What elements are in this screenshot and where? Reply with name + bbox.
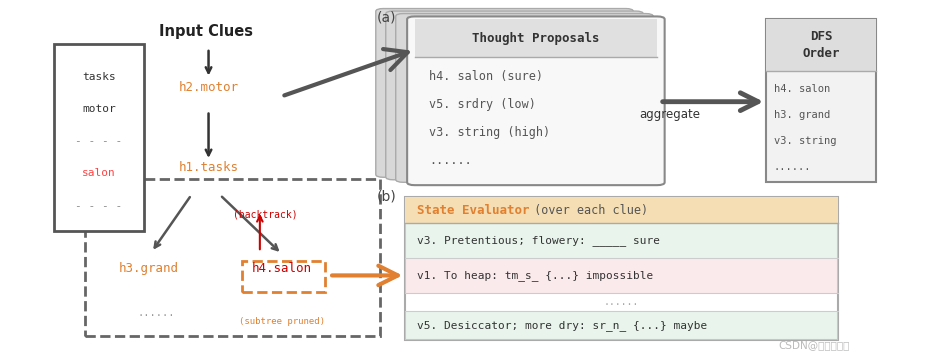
Text: Thought Proposals: Thought Proposals [471, 32, 599, 45]
Text: Input Clues: Input Clues [159, 24, 252, 39]
Text: aggregate: aggregate [638, 108, 699, 121]
Text: CSDN@江小皮不皮: CSDN@江小皮不皮 [778, 340, 848, 350]
FancyBboxPatch shape [386, 11, 643, 180]
Text: (b): (b) [376, 190, 396, 204]
Text: (over each clue): (over each clue) [526, 204, 647, 217]
Text: motor: motor [82, 104, 115, 114]
Text: DFS
Order: DFS Order [802, 30, 839, 60]
Text: h3.grand: h3.grand [119, 262, 178, 275]
Bar [405, 311, 837, 340]
Bar [414, 19, 656, 57]
Text: (a): (a) [376, 10, 396, 25]
FancyArrowPatch shape [662, 93, 757, 110]
Text: v3. Pretentious; flowery: _____ sure: v3. Pretentious; flowery: _____ sure [416, 235, 659, 247]
Text: tasks: tasks [82, 71, 115, 82]
FancyArrowPatch shape [331, 266, 397, 285]
Text: h4.salon: h4.salon [251, 262, 311, 275]
Bar [405, 223, 837, 258]
Text: v5. Desiccator; more dry: sr_n_ {...} maybe: v5. Desiccator; more dry: sr_n_ {...} ma… [416, 320, 706, 331]
FancyBboxPatch shape [395, 14, 652, 182]
Text: (backtrack): (backtrack) [233, 209, 298, 219]
Bar [405, 197, 837, 223]
Text: v3. string: v3. string [773, 136, 836, 146]
Text: h2.motor: h2.motor [178, 81, 238, 94]
Bar [53, 44, 144, 231]
Text: v5. srdry (low): v5. srdry (low) [428, 98, 535, 111]
Text: h4. salon (sure): h4. salon (sure) [428, 70, 543, 83]
Text: - - - -: - - - - [75, 201, 122, 210]
FancyBboxPatch shape [407, 17, 664, 185]
Text: (subtree pruned): (subtree pruned) [238, 317, 325, 326]
Text: h3. grand: h3. grand [773, 110, 829, 120]
Text: - - - -: - - - - [75, 136, 122, 146]
Bar [765, 19, 875, 71]
Text: ......: ...... [428, 154, 471, 167]
Bar [85, 179, 379, 336]
Bar [405, 258, 837, 293]
Text: State Evaluator: State Evaluator [416, 204, 528, 217]
Text: v3. string (high): v3. string (high) [428, 126, 549, 139]
Bar [242, 261, 325, 292]
Bar [405, 197, 837, 340]
Text: h4. salon: h4. salon [773, 84, 829, 94]
Text: ......: ...... [773, 161, 810, 171]
FancyBboxPatch shape [375, 9, 633, 177]
Text: ......: ...... [137, 308, 175, 318]
Text: ......: ...... [604, 297, 639, 307]
Text: h1.tasks: h1.tasks [178, 161, 238, 174]
Bar [765, 19, 875, 182]
Text: v1. To heap: tm_s_ {...} impossible: v1. To heap: tm_s_ {...} impossible [416, 270, 652, 281]
FancyArrowPatch shape [284, 49, 407, 95]
Text: salon: salon [82, 168, 115, 178]
